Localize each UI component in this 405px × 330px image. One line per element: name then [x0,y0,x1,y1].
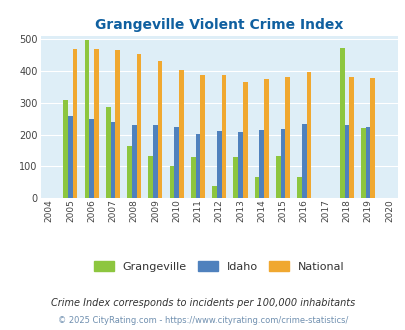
Bar [348,77,353,198]
Text: © 2025 CityRating.com - https://www.cityrating.com/crime-statistics/: © 2025 CityRating.com - https://www.city… [58,316,347,325]
Bar [110,122,115,198]
Bar [306,72,311,198]
Bar [285,77,289,198]
Bar [153,125,158,198]
Bar [216,131,221,198]
Bar [233,157,238,198]
Bar [68,116,72,198]
Bar [212,186,216,198]
Bar [148,156,153,198]
Bar [339,48,344,198]
Bar [158,61,162,198]
Bar [369,78,374,198]
Bar [296,177,301,198]
Bar [200,75,205,198]
Bar [264,79,268,198]
Bar [275,156,280,198]
Bar [242,82,247,198]
Bar [221,75,226,198]
Bar [301,124,306,198]
Legend: Grangeville, Idaho, National: Grangeville, Idaho, National [88,255,350,277]
Bar [280,129,285,198]
Bar [127,146,132,198]
Bar [94,49,98,198]
Title: Grangeville Violent Crime Index: Grangeville Violent Crime Index [95,18,343,32]
Bar [169,166,174,198]
Bar [72,49,77,198]
Bar [365,127,369,198]
Bar [254,177,259,198]
Bar [84,40,89,198]
Text: Crime Index corresponds to incidents per 100,000 inhabitants: Crime Index corresponds to incidents per… [51,298,354,308]
Bar [136,54,141,198]
Bar [63,100,68,198]
Bar [195,134,200,198]
Bar [132,125,136,198]
Bar [360,128,365,198]
Bar [190,157,195,198]
Bar [344,125,348,198]
Bar [179,70,183,198]
Bar [174,127,179,198]
Bar [238,132,242,198]
Bar [106,107,110,198]
Bar [259,130,264,198]
Bar [115,50,119,198]
Bar [89,119,94,198]
